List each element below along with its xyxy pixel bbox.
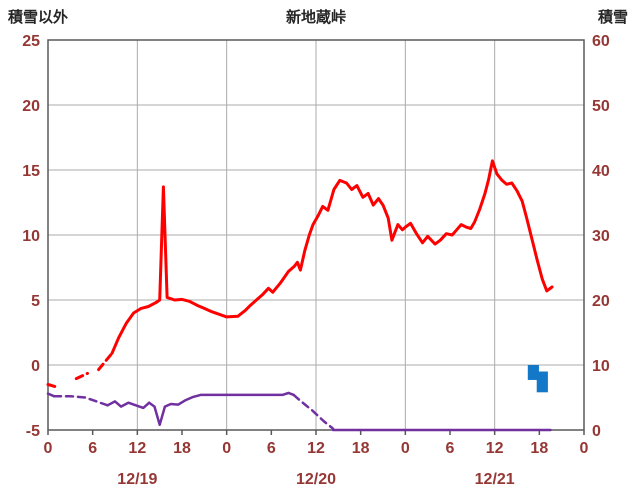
snow-bar — [536, 371, 548, 393]
right-axis-tick-label: 50 — [592, 98, 610, 115]
red-line-dashed-segment — [46, 383, 59, 389]
left-axis-tick-label: -5 — [26, 423, 40, 440]
left-axis-title: 積雪以外 — [8, 9, 69, 26]
x-axis-day-label: 12/21 — [475, 471, 515, 488]
right-axis-tick-label: 20 — [592, 293, 610, 310]
x-axis-tick-label: 0 — [44, 440, 53, 457]
left-axis-tick-label: 15 — [22, 163, 40, 180]
x-axis-tick-label: 0 — [401, 440, 410, 457]
left-axis-tick-label: 0 — [31, 358, 40, 375]
x-axis-tick-label: 12 — [486, 440, 504, 457]
x-axis-day-label: 12/20 — [296, 471, 336, 488]
left-axis-tick-label: 5 — [31, 293, 40, 310]
x-axis-tick-label: 0 — [580, 440, 589, 457]
x-axis-tick-label: 6 — [88, 440, 97, 457]
x-axis-day-label: 12/19 — [117, 471, 157, 488]
x-axis-tick-label: 18 — [352, 440, 370, 457]
x-axis-tick-label: 18 — [530, 440, 548, 457]
red-line-segment — [110, 159, 554, 355]
snow-bar — [527, 365, 539, 380]
chart-title: 新地蔵峠 — [285, 9, 347, 26]
right-axis-tick-label: 60 — [592, 33, 610, 50]
x-axis-tick-label: 12 — [307, 440, 325, 457]
right-axis-tick-label: 40 — [592, 163, 610, 180]
right-axis-tick-label: 10 — [592, 358, 610, 375]
red-line-dashed-segment — [74, 371, 89, 381]
purple-line-dashed-segment — [52, 394, 109, 407]
red-line-dashed-segment — [97, 351, 114, 372]
purple-line-dashed-segment — [292, 393, 335, 430]
x-axis-tick-label: 0 — [222, 440, 231, 457]
x-axis-tick-label: 6 — [446, 440, 455, 457]
right-axis-tick-label: 30 — [592, 228, 610, 245]
left-axis-tick-label: 10 — [22, 228, 40, 245]
x-axis-tick-label: 6 — [267, 440, 276, 457]
left-axis-tick-label: 20 — [22, 98, 40, 115]
right-axis-title: 積雪 — [597, 9, 628, 26]
right-axis-tick-label: 0 — [592, 423, 601, 440]
x-axis-tick-label: 12 — [128, 440, 146, 457]
purple-line-segment — [106, 391, 295, 427]
x-axis-tick-label: 18 — [173, 440, 191, 457]
left-axis-tick-label: 25 — [22, 33, 40, 50]
